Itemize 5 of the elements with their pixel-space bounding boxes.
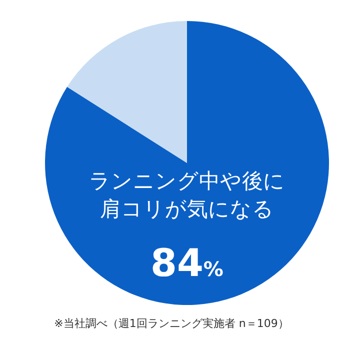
slice-label: ランニング中や後に肩コリが気になる bbox=[89, 169, 285, 221]
pie-slice bbox=[45, 21, 329, 305]
data-label: 84% bbox=[150, 241, 224, 285]
text: ※当社調べ（週1回ランニング実施者 n＝109） bbox=[53, 316, 290, 331]
pie-slice bbox=[67, 21, 187, 163]
